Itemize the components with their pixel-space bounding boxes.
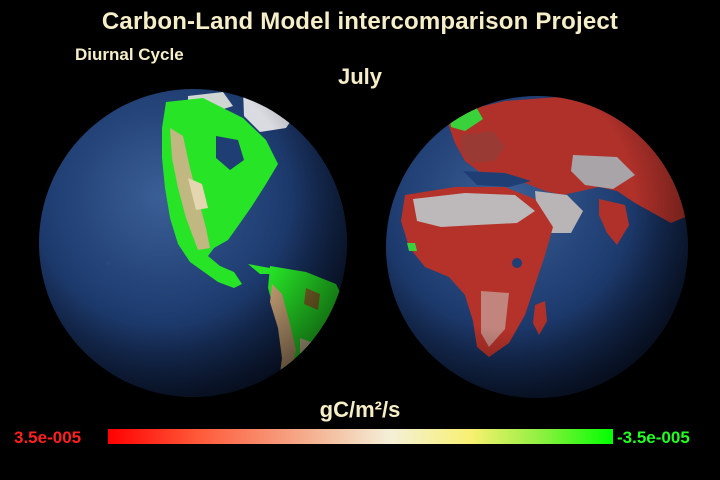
- month-label: July: [337, 64, 383, 89]
- map-title: Carbon-Land Model intercomparison Projec…: [101, 8, 619, 35]
- colorbar-units: gC/m²/s: [319, 397, 401, 422]
- globe-eastern-hemisphere: [386, 96, 688, 398]
- globe-western-hemisphere: [39, 89, 347, 397]
- colorbar: [108, 429, 613, 444]
- colorbar-max-label: -3.5e-005: [617, 428, 690, 447]
- map-subtitle: Diurnal Cycle: [75, 45, 184, 64]
- colorbar-min-label: 3.5e-005: [14, 428, 82, 447]
